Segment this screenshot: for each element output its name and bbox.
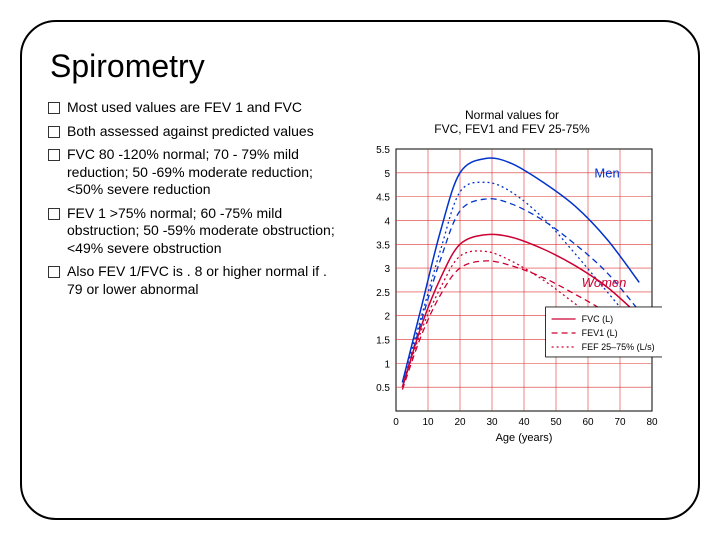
svg-text:FVC (L): FVC (L) (582, 314, 614, 324)
chart-panel: Normal values forFVC, FEV1 and FEV 25-75… (352, 99, 672, 445)
svg-text:Women: Women (582, 275, 627, 290)
slide-title: Spirometry (50, 48, 672, 85)
bullet-list: Most used values are FEV 1 and FVC Both … (48, 99, 338, 445)
svg-text:FEF 25–75% (L/s): FEF 25–75% (L/s) (582, 342, 655, 352)
svg-text:80: 80 (646, 417, 658, 428)
svg-text:50: 50 (550, 417, 562, 428)
bullet-box-icon (48, 208, 60, 220)
bullet-box-icon (48, 266, 60, 278)
svg-text:Normal values for: Normal values for (465, 108, 559, 122)
svg-text:FVC, FEV1 and FEV 25-75%: FVC, FEV1 and FEV 25-75% (434, 122, 590, 136)
svg-text:30: 30 (486, 417, 498, 428)
list-item: Also FEV 1/FVC is . 8 or higher normal i… (48, 263, 338, 298)
svg-text:1.5: 1.5 (376, 336, 390, 347)
spirometry-chart: Normal values forFVC, FEV1 and FEV 25-75… (362, 105, 662, 445)
bullet-box-icon (48, 149, 60, 161)
svg-text:40: 40 (518, 417, 530, 428)
svg-text:3: 3 (384, 264, 390, 275)
bullet-text: FVC 80 -120% normal; 70 - 79% mild reduc… (67, 146, 338, 199)
svg-text:0: 0 (393, 417, 399, 428)
svg-text:0.5: 0.5 (376, 383, 390, 394)
svg-text:1: 1 (384, 359, 390, 370)
svg-text:2.5: 2.5 (376, 288, 390, 299)
bullet-text: Most used values are FEV 1 and FVC (67, 99, 302, 117)
svg-text:Age (years): Age (years) (496, 432, 553, 444)
svg-text:4.5: 4.5 (376, 193, 390, 204)
bullet-text: FEV 1 >75% normal; 60 -75% mild obstruct… (67, 205, 338, 258)
svg-text:Men: Men (594, 166, 619, 181)
svg-text:2: 2 (384, 312, 390, 323)
svg-text:5: 5 (384, 169, 390, 180)
svg-text:60: 60 (582, 417, 594, 428)
list-item: FVC 80 -120% normal; 70 - 79% mild reduc… (48, 146, 338, 199)
bullet-text: Also FEV 1/FVC is . 8 or higher normal i… (67, 263, 338, 298)
list-item: FEV 1 >75% normal; 60 -75% mild obstruct… (48, 205, 338, 258)
bullet-box-icon (48, 102, 60, 114)
bullet-box-icon (48, 126, 60, 138)
svg-text:5.5: 5.5 (376, 145, 390, 156)
svg-text:10: 10 (422, 417, 434, 428)
bullet-text: Both assessed against predicted values (67, 123, 314, 141)
svg-text:4: 4 (384, 216, 390, 227)
slide-frame: Spirometry Most used values are FEV 1 an… (20, 20, 700, 520)
svg-text:3.5: 3.5 (376, 240, 390, 251)
svg-text:FEV1 (L): FEV1 (L) (582, 328, 618, 338)
content-columns: Most used values are FEV 1 and FVC Both … (48, 99, 672, 445)
svg-text:70: 70 (614, 417, 626, 428)
list-item: Most used values are FEV 1 and FVC (48, 99, 338, 117)
list-item: Both assessed against predicted values (48, 123, 338, 141)
svg-text:20: 20 (454, 417, 466, 428)
